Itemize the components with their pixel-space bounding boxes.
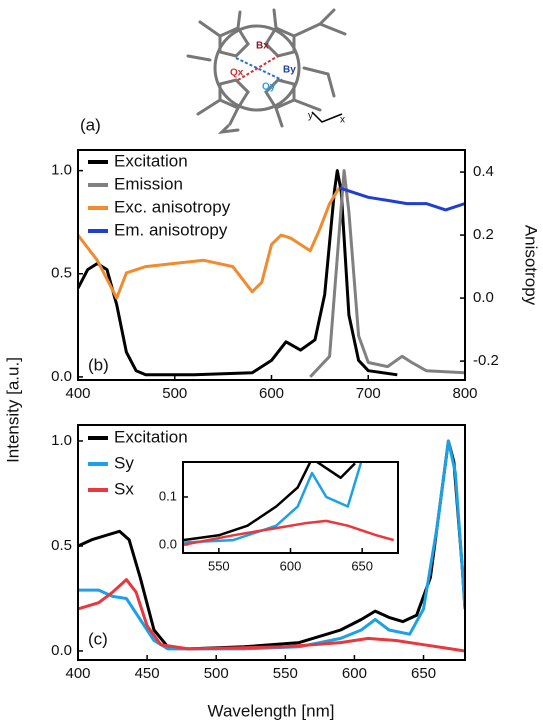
- legend-label: Excitation: [114, 151, 188, 170]
- legend-label: Emission: [114, 174, 183, 193]
- series-line: [78, 439, 465, 651]
- series-line: [309, 169, 465, 378]
- x-tick-label: 450: [135, 665, 160, 682]
- qx-label: Qx: [230, 68, 244, 79]
- legend-label: Em. anisotropy: [114, 220, 228, 239]
- y-tick-label: 0.0: [51, 368, 72, 385]
- axis-x-label: x: [340, 115, 345, 126]
- series-line: [183, 462, 356, 542]
- y-tick-label: 0.5: [51, 265, 72, 282]
- y-tick-label: 0.0: [51, 642, 72, 659]
- x-tick-label: 800: [452, 385, 477, 402]
- y2-axis-title: Anisotropy: [522, 225, 541, 306]
- y2-tick-label: 0.0: [473, 289, 494, 306]
- series-line: [78, 578, 465, 653]
- legend-label: Exc. anisotropy: [114, 197, 231, 216]
- x-tick-label: 500: [204, 665, 229, 682]
- panel-label: (b): [88, 355, 109, 374]
- by-label: By: [283, 65, 296, 76]
- y-tick-label: 0.5: [51, 537, 72, 554]
- molecule: Bx By Qx Qy y x: [186, 8, 347, 135]
- x-tick-label: 600: [342, 665, 367, 682]
- chart: 400 450 500 550 600 650 0.0 0.5 1.0 Excitation Sy S…: [51, 424, 466, 682]
- x-tick-label: 600: [280, 558, 302, 573]
- x-tick-label: 400: [65, 385, 90, 402]
- x-tick-label: 550: [273, 665, 298, 682]
- qy-label: Qy: [262, 82, 276, 93]
- series-line: [338, 186, 465, 212]
- x-tick-label: 400: [65, 665, 90, 682]
- y2-tick-label: 0.2: [473, 226, 494, 243]
- bx-label: Bx: [256, 41, 269, 52]
- x-tick-label: 500: [162, 385, 187, 402]
- y2-tick-label: 0.4: [473, 163, 494, 180]
- axis-y-label: y: [308, 111, 313, 122]
- y-tick-label: 0.1: [159, 488, 177, 503]
- y-tick-label: 1.0: [51, 432, 72, 449]
- panel-label: (c): [88, 629, 108, 648]
- panel-label: (a): [80, 115, 101, 134]
- x-tick-label: 650: [351, 558, 373, 573]
- legend-label: Sy: [114, 453, 134, 472]
- plot-frame: [77, 149, 466, 381]
- y-tick-label: 0.0: [159, 536, 177, 551]
- series-line: [183, 519, 395, 547]
- legend-label: Excitation: [114, 427, 188, 446]
- y-tick-label: 1.0: [51, 162, 72, 179]
- x-tick-label: 700: [356, 385, 381, 402]
- y2-tick-label: -0.2: [473, 352, 499, 369]
- x-axis-title: Wavelength [nm]: [208, 701, 335, 720]
- plot-frame: [77, 424, 466, 661]
- series-line: [78, 187, 341, 300]
- x-tick-label: 650: [411, 665, 436, 682]
- plot-frame: [182, 461, 399, 554]
- legend-label: Sx: [114, 479, 134, 498]
- x-tick-label: 550: [208, 558, 230, 573]
- y-axis-title: Intensity [a.u.]: [3, 357, 22, 463]
- chart: 400 500 600 700 800 0.0 0.5 1.0 0.4 0.2 0.0 -0.2 Ani…: [51, 149, 541, 402]
- series-line: [183, 462, 363, 544]
- x-tick-label: 600: [259, 385, 284, 402]
- chart: 550 600 650 0.0 0.1: [159, 461, 399, 573]
